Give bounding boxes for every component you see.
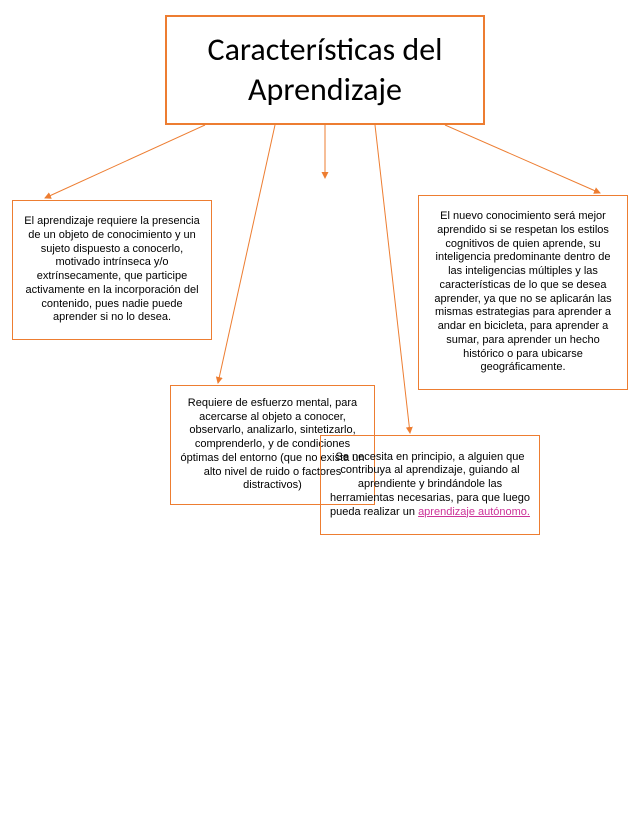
node-text-3: Se necesita en principio, a alguien que …	[329, 451, 531, 520]
title-box: Características del Aprendizaje	[165, 15, 485, 125]
node-text-3-link[interactable]: aprendizaje autónomo.	[418, 506, 530, 518]
node-box-4: El nuevo conocimiento será mejor aprendi…	[418, 195, 628, 390]
title-line2: Aprendizaje	[208, 70, 443, 110]
title-line1: Características del	[208, 30, 443, 70]
node-text-1: El aprendizaje requiere la presencia de …	[21, 215, 203, 325]
node-text-4: El nuevo conocimiento será mejor aprendi…	[427, 210, 619, 375]
node-box-3: Se necesita en principio, a alguien que …	[320, 435, 540, 535]
node-box-1: El aprendizaje requiere la presencia de …	[12, 200, 212, 340]
